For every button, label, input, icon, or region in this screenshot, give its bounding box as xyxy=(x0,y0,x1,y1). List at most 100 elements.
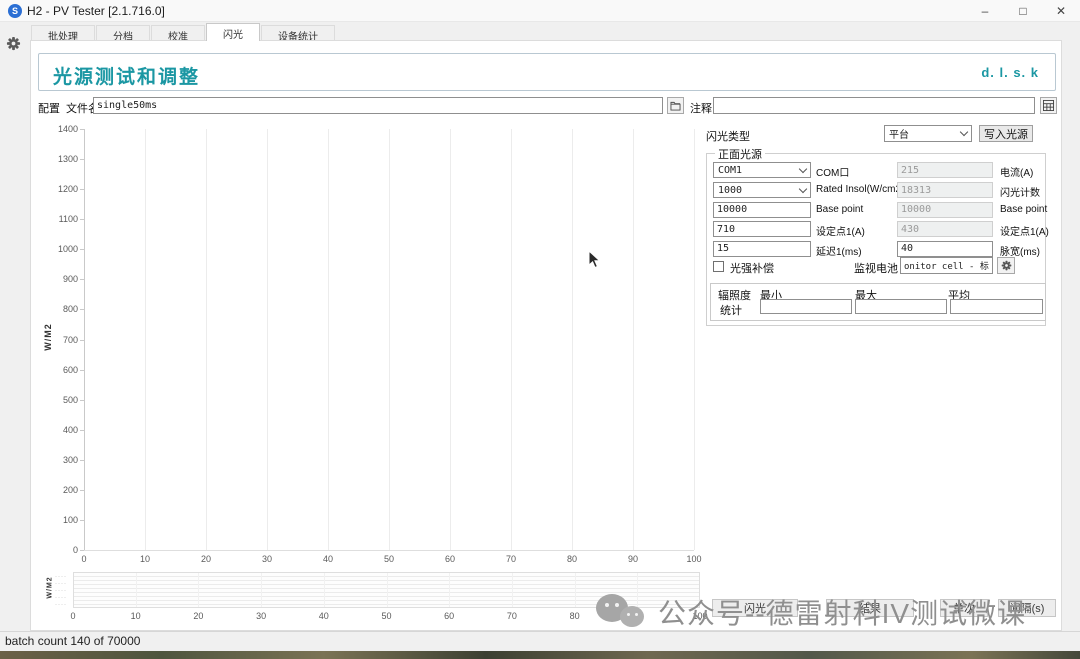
page-title: 光源测试和调整 xyxy=(53,67,201,88)
table-view-button[interactable] xyxy=(1040,97,1057,114)
settings-gear-icon[interactable] xyxy=(6,36,21,56)
intensity-compensation-checkbox[interactable] xyxy=(713,261,724,272)
y-tick-label: 1200 xyxy=(57,184,78,195)
x-tick-label: 30 xyxy=(256,611,267,621)
com-port-select[interactable]: COM1 xyxy=(713,162,811,178)
stat-min-input[interactable] xyxy=(760,299,852,314)
setpoint1-readout xyxy=(897,221,993,237)
y-tick-mark: ···· xyxy=(55,595,67,601)
gridline xyxy=(135,573,137,607)
minimize-button[interactable]: – xyxy=(981,4,989,18)
y-tick-label: 1100 xyxy=(58,214,78,225)
com-port-value: COM1 xyxy=(718,164,743,176)
gridline xyxy=(511,129,512,550)
y-tick-label: 300 xyxy=(62,454,78,465)
y-axis-title: W/M2 xyxy=(42,323,53,351)
tab-calibration[interactable]: 校准 xyxy=(151,25,205,43)
gridline xyxy=(450,129,451,550)
y-tick-mark: ···· xyxy=(55,574,67,580)
gridline xyxy=(574,573,576,607)
filename-input[interactable] xyxy=(93,97,663,114)
write-light-source-button[interactable]: 写入光源 xyxy=(979,125,1033,142)
y-tick-label: 1000 xyxy=(57,244,78,255)
open-file-button[interactable] xyxy=(667,97,684,114)
gridline xyxy=(694,129,695,550)
rated-insol-select[interactable]: 1000 xyxy=(713,182,811,198)
y-tick-mark xyxy=(80,249,84,251)
tab-device-stats[interactable]: 设备统计 xyxy=(261,25,335,43)
interval-button[interactable]: 间隔(s) xyxy=(998,599,1056,617)
x-tick-label: 70 xyxy=(506,611,517,621)
mouse-cursor xyxy=(588,250,601,269)
status-bar: batch count 140 of 70000 xyxy=(0,631,1080,651)
delay1-input[interactable] xyxy=(713,240,811,257)
chevron-down-icon xyxy=(798,184,808,193)
gridline xyxy=(261,573,263,607)
y-tick-label: 1400 xyxy=(57,124,78,134)
front-light-group xyxy=(706,153,1046,326)
monitor-settings-button[interactable] xyxy=(997,257,1015,274)
desktop-wallpaper-strip xyxy=(0,651,1080,659)
flash-run-button[interactable]: 闪光 xyxy=(712,599,798,617)
stat-max-input[interactable] xyxy=(855,299,947,314)
table-icon xyxy=(1043,100,1054,111)
x-tick-label: 40 xyxy=(318,611,329,621)
flash-type-label: 闪光类型 xyxy=(706,131,750,143)
stat-avg-input[interactable] xyxy=(950,299,1043,314)
x-tick-label: 40 xyxy=(322,554,333,564)
chevron-down-icon xyxy=(959,127,969,137)
x-tick-label: 90 xyxy=(627,554,638,564)
y-tick-mark xyxy=(80,339,84,341)
tab-batch[interactable]: 批处理 xyxy=(31,25,95,43)
y-tick-mark xyxy=(80,429,84,431)
setpoint1-input[interactable] xyxy=(713,221,811,237)
gridline xyxy=(572,129,573,550)
y-tick-mark xyxy=(80,159,84,161)
y-tick-label: 400 xyxy=(62,424,78,435)
x-tick-label: 60 xyxy=(444,554,455,564)
com-port-label: COM口 xyxy=(816,168,850,179)
y-tick-mark xyxy=(80,369,84,371)
x-tick-label: 100 xyxy=(692,611,708,621)
gridline xyxy=(145,129,146,550)
wechat-icon xyxy=(596,592,652,632)
y-tick-mark xyxy=(80,550,84,551)
x-tick-label: 80 xyxy=(569,611,580,621)
base-point-input[interactable] xyxy=(713,201,811,218)
y-tick-mark: ···· xyxy=(55,581,67,587)
rated-insol-readout xyxy=(897,182,993,198)
rated-insol-label: Rated Insol(W/cm2) xyxy=(816,184,905,195)
result-button[interactable]: 结果 xyxy=(826,599,914,617)
com-port-readout-label: 电流(A) xyxy=(1000,168,1034,179)
comment-input[interactable] xyxy=(713,97,1035,114)
gridline xyxy=(386,573,388,607)
delay1-label: 延迟1(ms) xyxy=(816,246,862,258)
flash-type-value: 平台 xyxy=(889,130,909,141)
flash-type-select[interactable]: 平台 xyxy=(884,125,972,142)
close-button[interactable]: ✕ xyxy=(1055,4,1067,18)
y-tick-label: 500 xyxy=(62,394,78,405)
irradiance-label: 辐照度 xyxy=(718,290,751,302)
tab-flash[interactable]: 闪光 xyxy=(206,23,260,41)
x-axis xyxy=(84,550,694,551)
delay1-readout[interactable] xyxy=(897,240,993,257)
gridline xyxy=(511,573,513,607)
x-tick-label: 10 xyxy=(130,611,141,621)
gridline xyxy=(198,573,200,607)
rated-insol-value: 1000 xyxy=(718,184,743,196)
x-tick-label: 70 xyxy=(505,554,516,564)
tab-binning[interactable]: 分档 xyxy=(96,25,150,43)
y-tick-mark xyxy=(80,279,84,281)
y-tick-label: 200 xyxy=(62,484,78,495)
single-button[interactable]: 单次 xyxy=(940,599,988,617)
filename-label: 文件名 xyxy=(66,103,99,115)
y-tick-label: 700 xyxy=(62,334,78,345)
tab-strip: 批处理 分档 校准 闪光 设备统计 xyxy=(31,23,336,43)
left-toolbar xyxy=(0,22,29,631)
x-tick-label: 60 xyxy=(444,611,455,621)
setpoint1-readout-label: 设定点1(A) xyxy=(1000,227,1049,238)
maximize-button[interactable]: □ xyxy=(1019,4,1027,18)
chevron-down-icon xyxy=(798,164,808,173)
y-tick-mark xyxy=(80,219,84,221)
monitor-cell-input[interactable] xyxy=(900,257,993,274)
